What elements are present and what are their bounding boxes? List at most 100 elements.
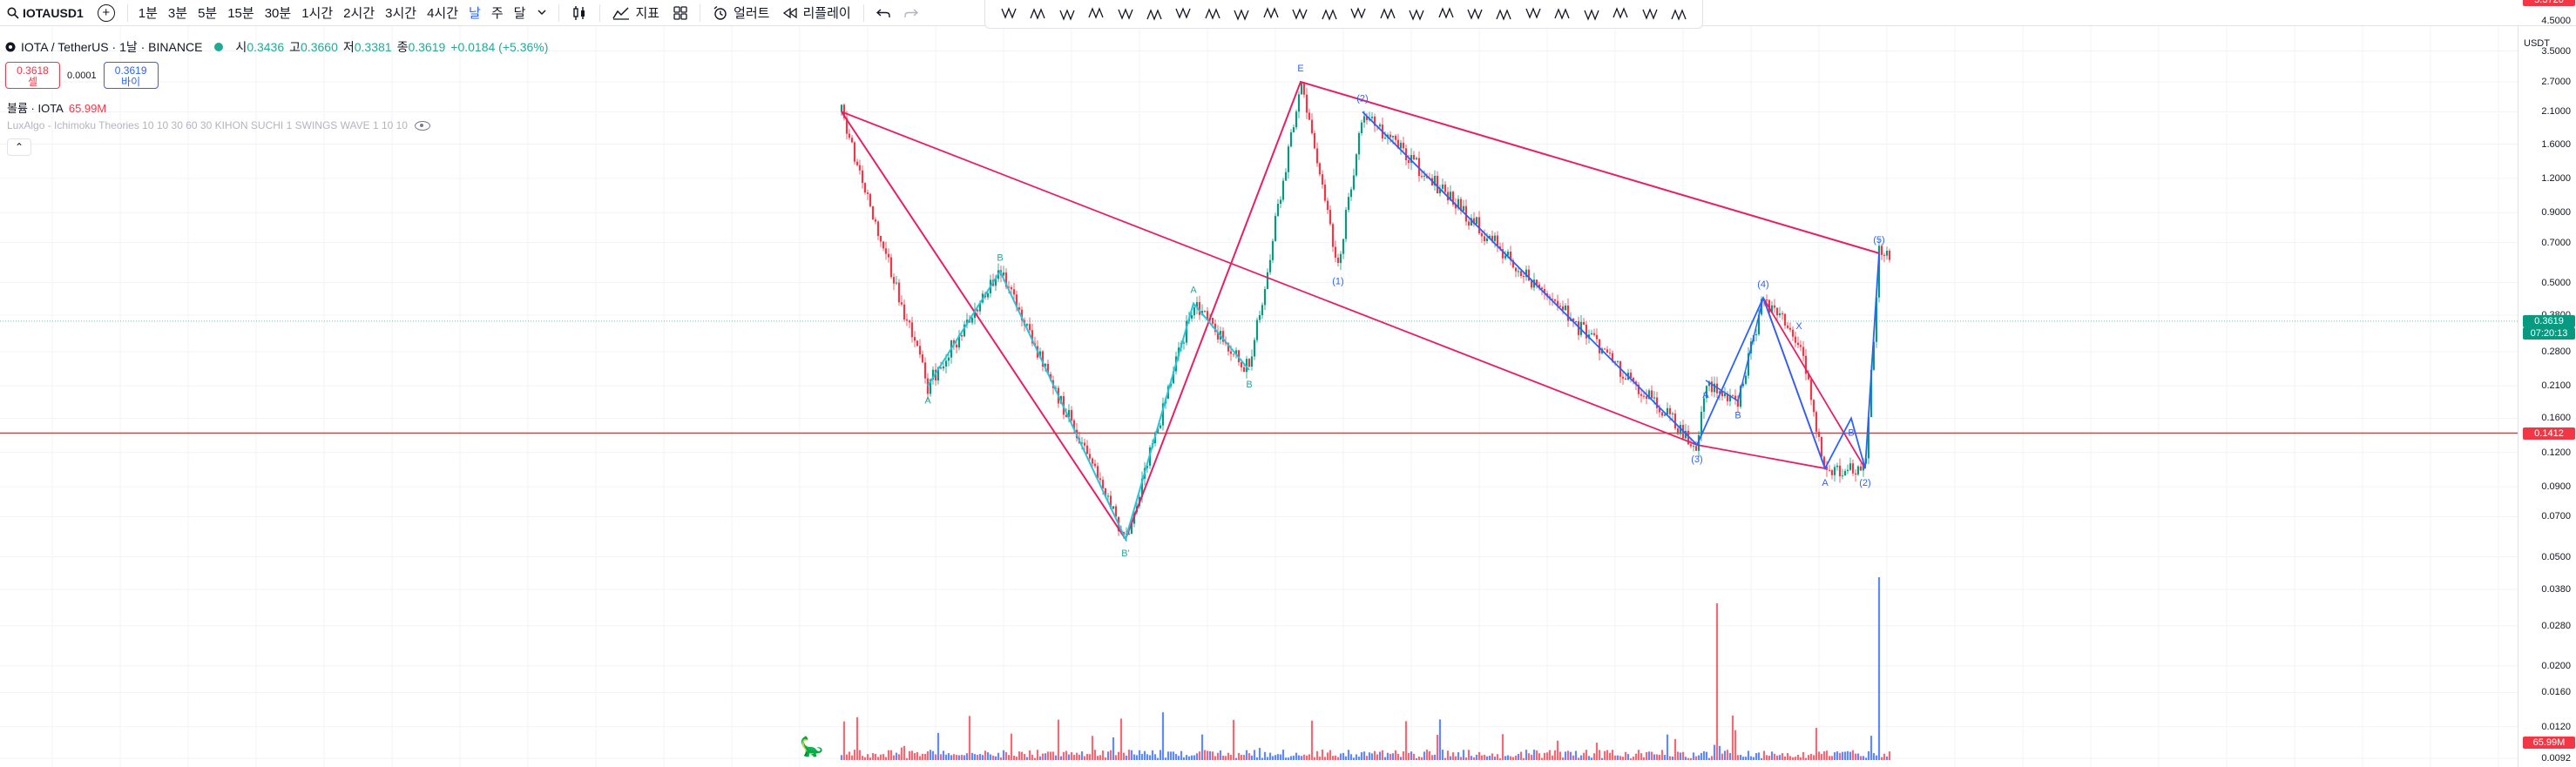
candle-body bbox=[1796, 342, 1800, 346]
fib-retracement-icon[interactable] bbox=[999, 4, 1018, 24]
volume-bar bbox=[1624, 751, 1627, 760]
timeframe-3[interactable]: 15분 bbox=[227, 6, 254, 21]
correction-pattern-line[interactable] bbox=[927, 269, 1250, 542]
add-symbol-button[interactable]: + bbox=[91, 0, 122, 26]
elliott-triple-icon[interactable] bbox=[1437, 4, 1456, 24]
timeframe-9[interactable]: 날 bbox=[469, 6, 481, 21]
replay-button[interactable]: 리플레이 bbox=[776, 0, 857, 26]
volume-bar bbox=[1229, 754, 1233, 760]
price-axis[interactable]: USDT 6.00004.50003.50002.70002.10001.600… bbox=[2518, 0, 2576, 767]
harmonic-pattern-outline[interactable] bbox=[841, 80, 1880, 542]
chart-type-button[interactable] bbox=[565, 0, 594, 26]
timeframe-6[interactable]: 2시간 bbox=[343, 6, 375, 21]
timeframe-0[interactable]: 1분 bbox=[138, 6, 158, 21]
timeframe-1[interactable]: 3분 bbox=[167, 6, 188, 21]
volume-bar bbox=[1326, 752, 1329, 760]
volume-bar bbox=[1590, 757, 1593, 760]
candle-body bbox=[1841, 475, 1844, 477]
candle-body bbox=[1444, 184, 1447, 192]
indicators-button[interactable]: 지표 bbox=[605, 0, 666, 26]
volume-bar bbox=[1888, 751, 1891, 760]
triangle-pattern-icon[interactable] bbox=[1232, 4, 1251, 24]
arrow-up-icon[interactable] bbox=[1640, 4, 1660, 24]
abcd-pattern-icon[interactable] bbox=[1203, 4, 1222, 24]
volume-bar bbox=[1535, 750, 1538, 760]
xabcd-pattern-icon[interactable] bbox=[1145, 4, 1164, 24]
candle-body bbox=[1300, 83, 1303, 95]
search-icon bbox=[7, 7, 19, 19]
timeframe-2[interactable]: 5분 bbox=[198, 6, 218, 21]
volume-bar bbox=[905, 757, 909, 760]
long-position-icon[interactable] bbox=[1552, 4, 1572, 24]
candle-body bbox=[1234, 350, 1238, 354]
volume-bar bbox=[887, 750, 890, 760]
candle-body bbox=[908, 320, 911, 323]
collapse-legend-button[interactable]: ⌃ bbox=[7, 138, 31, 156]
timeframe-8[interactable]: 4시간 bbox=[427, 6, 459, 21]
eye-icon[interactable] bbox=[414, 120, 430, 131]
sine-line-icon[interactable] bbox=[1524, 4, 1543, 24]
timeframe-dropdown[interactable] bbox=[531, 0, 553, 26]
volume-bar bbox=[882, 754, 885, 760]
candle-body bbox=[1603, 348, 1606, 350]
toolbar-divider bbox=[126, 3, 128, 22]
volume-bar bbox=[1182, 757, 1186, 760]
volume-bar bbox=[1412, 753, 1416, 760]
timeframe-4[interactable]: 30분 bbox=[264, 6, 292, 21]
volume-bar bbox=[1684, 757, 1687, 760]
candle-body bbox=[1423, 175, 1426, 177]
elliott-wave-line[interactable] bbox=[1362, 111, 1698, 446]
volume-bar bbox=[1598, 750, 1601, 760]
short-position-icon[interactable] bbox=[1582, 4, 1601, 24]
rewind-icon bbox=[783, 7, 798, 18]
candle-body bbox=[1112, 506, 1115, 509]
timeframe-5[interactable]: 1시간 bbox=[301, 6, 334, 21]
buy-button[interactable]: 0.3619 바이 bbox=[103, 62, 159, 89]
volume-bar bbox=[884, 757, 888, 760]
elliott-impulse-icon[interactable] bbox=[1320, 4, 1339, 24]
projection-icon[interactable] bbox=[1611, 4, 1630, 24]
cycle-lines-icon[interactable] bbox=[1465, 4, 1484, 24]
timeframe-10[interactable]: 주 bbox=[490, 6, 504, 21]
trend-fib-icon[interactable] bbox=[1028, 4, 1047, 24]
fib-channel-icon[interactable] bbox=[1058, 4, 1077, 24]
symbol-search[interactable]: IOTAUSD1 bbox=[0, 0, 91, 26]
head-shoulders-icon[interactable] bbox=[1290, 4, 1309, 24]
volume-bar bbox=[1004, 751, 1008, 760]
candle-body bbox=[1564, 305, 1567, 311]
candle-body bbox=[947, 357, 950, 361]
volume-bar bbox=[1755, 753, 1758, 760]
candle-body bbox=[1012, 289, 1016, 295]
pitchfork-icon[interactable] bbox=[1086, 4, 1105, 24]
upper-line-tag: 5.3720 bbox=[2523, 0, 2575, 6]
alert-button[interactable]: 얼러트 bbox=[706, 0, 776, 26]
elliott-triangle-icon[interactable] bbox=[1378, 4, 1397, 24]
templates-button[interactable] bbox=[666, 0, 694, 26]
sub-wave-line[interactable] bbox=[1705, 297, 1764, 402]
volume-bar bbox=[1072, 754, 1076, 760]
candle-body bbox=[1093, 463, 1097, 467]
redo-button[interactable] bbox=[897, 0, 925, 26]
candle-body bbox=[1778, 313, 1782, 316]
timeframe-11[interactable]: 달 bbox=[513, 6, 526, 21]
undo-button[interactable] bbox=[869, 0, 897, 26]
wave-trendline[interactable] bbox=[841, 111, 1866, 470]
elliott-double-icon[interactable] bbox=[1407, 4, 1426, 24]
candle-body bbox=[1245, 359, 1248, 373]
candle-body bbox=[1038, 351, 1042, 358]
candle-body bbox=[970, 318, 974, 323]
sell-button[interactable]: 0.3618 셀 bbox=[5, 62, 60, 89]
three-drives-icon[interactable] bbox=[1261, 4, 1281, 24]
candle-body bbox=[1592, 333, 1596, 335]
chart-pane[interactable]: A B B' A B E (1) (2) (3) A B (4) X A B (5) (2) bbox=[0, 26, 2518, 767]
elliott-wave-5[interactable] bbox=[1696, 252, 1880, 471]
candle-body bbox=[1357, 132, 1361, 155]
time-cycles-icon[interactable] bbox=[1494, 4, 1513, 24]
volume-bar bbox=[1132, 754, 1136, 760]
timeframe-7[interactable]: 3시간 bbox=[385, 6, 417, 21]
candle-body bbox=[1535, 279, 1538, 285]
cypher-pattern-icon[interactable] bbox=[1173, 4, 1193, 24]
ruler-icon[interactable] bbox=[1669, 4, 1688, 24]
gann-fan-icon[interactable] bbox=[1116, 4, 1135, 24]
elliott-correction-icon[interactable] bbox=[1349, 4, 1368, 24]
